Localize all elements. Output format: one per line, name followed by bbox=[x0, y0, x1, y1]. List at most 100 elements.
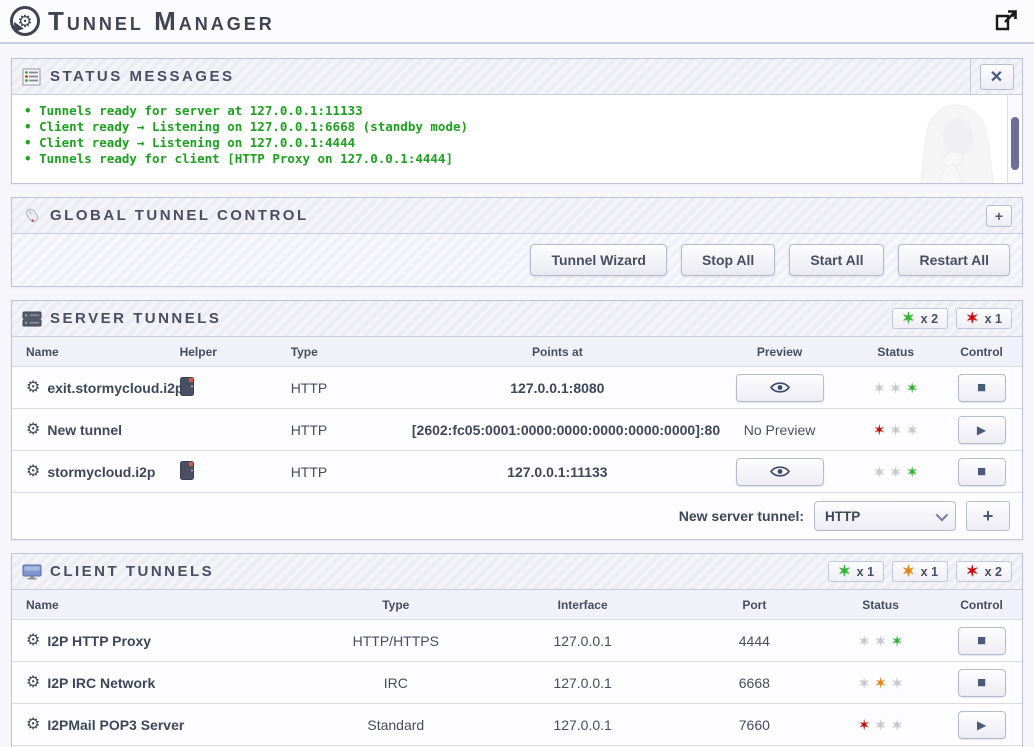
tunnel-name[interactable]: exit.stormycloud.i2p bbox=[47, 379, 184, 396]
monitor-icon bbox=[22, 564, 42, 579]
helper-cell bbox=[174, 376, 285, 399]
preview-button[interactable] bbox=[735, 457, 824, 486]
client-status-badge-red[interactable]: ✶ x 2 bbox=[956, 561, 1012, 582]
status-star-icon: ✶ bbox=[890, 632, 904, 650]
address-book-icon[interactable] bbox=[179, 460, 194, 480]
client-tunnels-table: Name Type Interface Port Status Control … bbox=[12, 590, 1022, 747]
control-button[interactable] bbox=[957, 457, 1006, 486]
status-cell: ✶ ✶ ✶ bbox=[820, 633, 941, 649]
stop-all-button[interactable]: Stop All bbox=[680, 244, 776, 276]
address-book-icon[interactable] bbox=[179, 376, 194, 396]
col-header-helper: Helper bbox=[179, 344, 217, 359]
status-message-list: Tunnels ready for server at 127.0.0.1:11… bbox=[12, 95, 1022, 175]
tunnel-name[interactable]: I2P IRC Network bbox=[47, 674, 156, 691]
status-messages-panel: Status Messages Tunnels ready for server… bbox=[11, 58, 1023, 184]
tunnel-settings-gear-icon[interactable]: ⚙ bbox=[26, 715, 41, 733]
badge-count: x 1 bbox=[920, 564, 939, 579]
expand-panel-button[interactable]: + bbox=[986, 204, 1012, 227]
tunnel-port: 4444 bbox=[738, 632, 770, 649]
col-header-points: Points at bbox=[532, 344, 583, 359]
tunnel-name[interactable]: I2PMail POP3 Server bbox=[47, 716, 185, 733]
global-control-title: Global Tunnel Control bbox=[50, 207, 309, 224]
client-status-badge-green[interactable]: ✶ x 1 bbox=[828, 561, 885, 582]
control-button[interactable] bbox=[957, 668, 1006, 697]
new-server-tunnel-type-select[interactable]: HTTP bbox=[814, 501, 956, 531]
col-header-type: Type bbox=[290, 344, 318, 359]
control-button[interactable] bbox=[957, 373, 1006, 402]
preview-button[interactable] bbox=[735, 373, 824, 402]
client-tunnels-header: Client Tunnels ✶ x 1 ✶ x 1 ✶ x 2 bbox=[12, 554, 1022, 590]
tunnel-wizard-button[interactable]: Tunnel Wizard bbox=[530, 244, 667, 276]
tunnel-settings-gear-icon[interactable]: ⚙ bbox=[26, 378, 41, 396]
status-star-icon: ✶ bbox=[890, 716, 904, 734]
status-star-icon: ✶ bbox=[874, 674, 887, 692]
scrollbar-track[interactable] bbox=[1007, 95, 1022, 183]
preview-cell: No Preview bbox=[709, 457, 850, 486]
status-star-icon: ✶ bbox=[889, 379, 902, 397]
server-tunnel-row: ⚙ stormycloud.i2p HTTP 127.0.0.1:11133 bbox=[12, 451, 1022, 493]
control-button[interactable] bbox=[957, 415, 1006, 444]
tunnel-name[interactable]: stormycloud.i2p bbox=[47, 463, 156, 480]
start-all-button[interactable]: Start All bbox=[789, 244, 885, 276]
no-preview-label: No Preview bbox=[743, 421, 816, 438]
eye-icon bbox=[769, 382, 790, 393]
client-status-badge-orange[interactable]: ✶ x 1 bbox=[892, 561, 949, 582]
tunnel-type: HTTP/HTTPS bbox=[352, 632, 439, 649]
status-star-icon: ✶ bbox=[857, 716, 871, 734]
tunnel-port: 7660 bbox=[738, 716, 770, 733]
status-message: Client ready → Listening on 127.0.0.1:44… bbox=[24, 135, 1010, 151]
app-logo-gear-bubble-icon: ⚙ bbox=[10, 6, 40, 36]
server-tunnel-row: ⚙ exit.stormycloud.i2p HTTP 127.0.0.1:80… bbox=[12, 367, 1022, 409]
add-server-tunnel-button[interactable]: + bbox=[966, 501, 1010, 531]
col-header-name: Name bbox=[26, 597, 59, 612]
points-at: 127.0.0.1:11133 bbox=[507, 463, 608, 480]
col-header-control: Control bbox=[960, 344, 1003, 359]
tunnel-interface: 127.0.0.1 bbox=[553, 716, 612, 733]
control-icon bbox=[977, 718, 986, 731]
status-star-icon: ✶ bbox=[905, 379, 919, 397]
control-button[interactable] bbox=[957, 626, 1006, 655]
server-tunnel-row: ⚙ New tunnel HTTP [2602:fc05:0001:0000:0… bbox=[12, 409, 1022, 451]
status-cell: ✶ ✶ ✶ bbox=[850, 464, 941, 480]
restart-all-button[interactable]: Restart All bbox=[898, 244, 1010, 276]
gear-icon: ⚙ bbox=[17, 11, 33, 31]
server-tunnels-panel: Server Tunnels ✶ x 2 ✶ x 1 Name Helper T… bbox=[11, 300, 1023, 540]
control-icon bbox=[977, 380, 986, 395]
col-header-type: Type bbox=[382, 597, 410, 612]
close-status-button[interactable] bbox=[979, 63, 1014, 90]
scrollbar-thumb[interactable] bbox=[1011, 117, 1019, 170]
table-header-row: Name Helper Type Points at Preview Statu… bbox=[12, 337, 1022, 367]
client-tunnel-row: ⚙ I2P IRC Network IRC 127.0.0.1 6668 ✶ ✶… bbox=[12, 662, 1022, 704]
client-tunnel-row: ⚙ I2PMail POP3 Server Standard 127.0.0.1… bbox=[12, 704, 1022, 746]
status-star-icon: ✶ bbox=[889, 463, 902, 481]
tunnel-name[interactable]: New tunnel bbox=[47, 421, 123, 438]
status-star-icon: ✶ bbox=[872, 463, 886, 481]
points-at: 127.0.0.1:8080 bbox=[510, 379, 605, 396]
col-header-status: Status bbox=[862, 597, 899, 612]
col-header-preview: Preview bbox=[756, 344, 803, 359]
tunnel-name[interactable]: I2P HTTP Proxy bbox=[47, 632, 152, 649]
control-button[interactable] bbox=[957, 710, 1006, 739]
app-header: ⚙ Tunnel Manager bbox=[0, 0, 1034, 44]
server-tunnels-table: Name Helper Type Points at Preview Statu… bbox=[12, 337, 1022, 539]
star-icon: ✶ bbox=[838, 563, 851, 580]
tunnel-type: IRC bbox=[383, 674, 408, 691]
external-link-icon[interactable] bbox=[994, 9, 1018, 33]
tunnel-settings-gear-icon[interactable]: ⚙ bbox=[26, 420, 41, 438]
tunnel-settings-gear-icon[interactable]: ⚙ bbox=[26, 631, 41, 649]
server-status-badge-green[interactable]: ✶ x 2 bbox=[892, 308, 949, 329]
status-message: Tunnels ready for server at 127.0.0.1:11… bbox=[24, 103, 1010, 119]
tunnel-settings-gear-icon[interactable]: ⚙ bbox=[26, 462, 41, 480]
preview-cell: No Preview bbox=[709, 373, 850, 402]
status-cell: ✶ ✶ ✶ bbox=[850, 380, 941, 396]
tunnel-port: 6668 bbox=[738, 674, 770, 691]
client-tunnel-row: ⚙ I2P HTTP Proxy HTTP/HTTPS 127.0.0.1 44… bbox=[12, 620, 1022, 662]
client-tunnels-panel: Client Tunnels ✶ x 1 ✶ x 1 ✶ x 2 Name Ty… bbox=[11, 553, 1023, 747]
col-header-control: Control bbox=[960, 597, 1003, 612]
preview-cell: No Preview bbox=[709, 422, 850, 438]
ghost-figure-image bbox=[920, 104, 994, 183]
server-status-badge-red[interactable]: ✶ x 1 bbox=[956, 308, 1012, 329]
col-header-interface: Interface bbox=[557, 597, 608, 612]
tunnel-settings-gear-icon[interactable]: ⚙ bbox=[26, 673, 41, 691]
badge-count: x 1 bbox=[856, 564, 875, 579]
